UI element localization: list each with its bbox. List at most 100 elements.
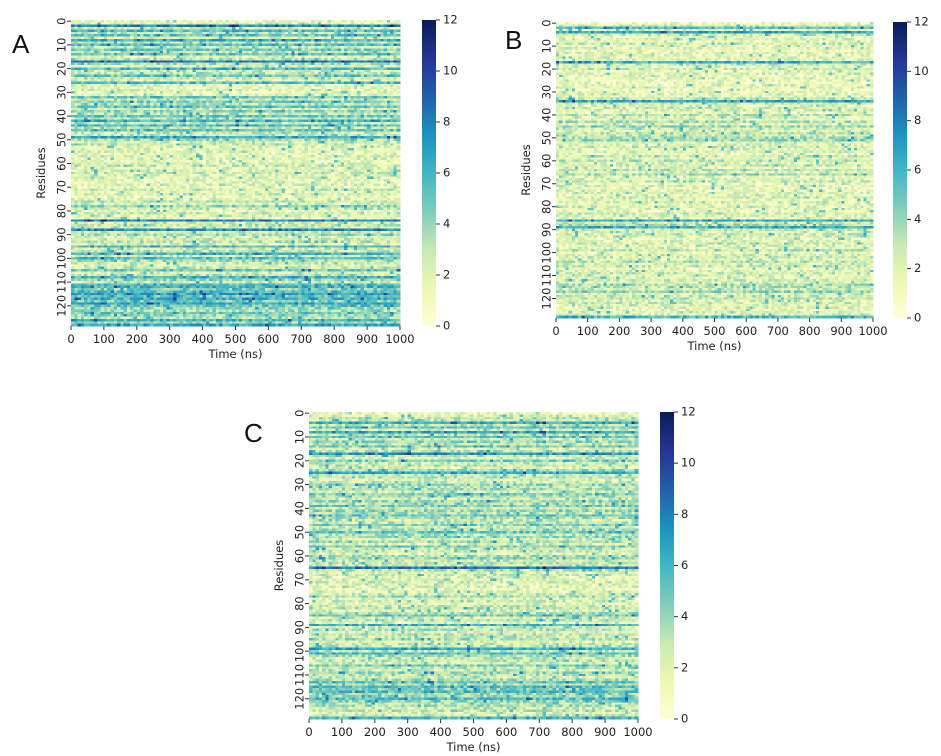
- heatmap-cell: [387, 27, 391, 30]
- heatmap-cell: [272, 46, 276, 49]
- heatmap-cell: [104, 39, 108, 42]
- heatmap-cell: [285, 25, 289, 28]
- heatmap-cell: [377, 46, 381, 49]
- heatmap-cell: [259, 25, 263, 28]
- heatmap-cell: [397, 46, 401, 49]
- heatmap-cell: [189, 32, 193, 35]
- heatmap-cell: [170, 37, 174, 40]
- heatmap-cell: [114, 34, 118, 37]
- heatmap-cell: [189, 20, 193, 23]
- heatmap-cell: [137, 44, 141, 47]
- heatmap-cell: [295, 48, 299, 51]
- heatmap-cell: [272, 32, 276, 35]
- heatmap-cell: [206, 22, 210, 25]
- heatmap-cell: [110, 32, 114, 35]
- heatmap-cell: [321, 20, 325, 23]
- heatmap-cell: [78, 39, 82, 42]
- heatmap-cell: [331, 48, 335, 51]
- heatmap-cell: [186, 39, 190, 42]
- heatmap-cell: [87, 48, 91, 51]
- heatmap-cell: [331, 25, 335, 28]
- heatmap-cell: [291, 22, 295, 25]
- heatmap-cell: [347, 29, 351, 32]
- heatmap-cell: [242, 41, 246, 44]
- heatmap-cell: [97, 25, 101, 28]
- heatmap-cell: [268, 22, 272, 25]
- heatmap-cell: [265, 32, 269, 35]
- heatmap-cell: [337, 44, 341, 47]
- heatmap-cell: [370, 37, 374, 40]
- heatmap-cell: [265, 48, 269, 51]
- heatmap-cell: [278, 44, 282, 47]
- heatmap-cell: [91, 25, 95, 28]
- heatmap-cell: [384, 41, 388, 44]
- heatmap-cell: [147, 25, 151, 28]
- heatmap-cell: [147, 37, 151, 40]
- heatmap-cell: [127, 29, 131, 32]
- heatmap-cell: [110, 29, 114, 32]
- heatmap-cell: [288, 39, 292, 42]
- heatmap-cell: [347, 46, 351, 49]
- heatmap-cell: [384, 34, 388, 37]
- heatmap-cell: [130, 32, 134, 35]
- heatmap-cell: [314, 29, 318, 32]
- heatmap-cell: [377, 37, 381, 40]
- heatmap-cell: [229, 29, 233, 32]
- heatmap-cell: [236, 44, 240, 47]
- heatmap-cell: [387, 25, 391, 28]
- heatmap-cell: [189, 48, 193, 51]
- heatmap-cell: [189, 37, 193, 40]
- heatmap-cell: [212, 44, 216, 47]
- heatmap-cell: [97, 22, 101, 25]
- heatmap-cell: [206, 32, 210, 35]
- heatmap-cell: [114, 29, 118, 32]
- heatmap-cell: [199, 46, 203, 49]
- heatmap-cell: [78, 37, 82, 40]
- heatmap-cell: [268, 41, 272, 44]
- heatmap-cell: [285, 27, 289, 30]
- heatmap-cell: [117, 25, 121, 28]
- heatmap-cell: [150, 25, 154, 28]
- heatmap-cell: [275, 27, 279, 30]
- heatmap-cell: [318, 27, 322, 30]
- heatmap-cell: [255, 41, 259, 44]
- heatmap-cell: [117, 27, 121, 30]
- heatmap-cell: [71, 29, 75, 32]
- heatmap-cell: [173, 29, 177, 32]
- heatmap-cell: [311, 39, 315, 42]
- heatmap-cell: [370, 46, 374, 49]
- heatmap-cell: [173, 44, 177, 47]
- heatmap-cell: [301, 37, 305, 40]
- heatmap-cell: [390, 32, 394, 35]
- heatmap-cell: [259, 32, 263, 35]
- heatmap-cell: [137, 48, 141, 51]
- heatmap-cell: [226, 39, 230, 42]
- heatmap-cell: [130, 41, 134, 44]
- heatmap-cell: [318, 29, 322, 32]
- heatmap-cell: [374, 34, 378, 37]
- heatmap-cell: [259, 22, 263, 25]
- heatmap-cell: [278, 34, 282, 37]
- heatmap-cell: [147, 20, 151, 23]
- heatmap-cell: [311, 37, 315, 40]
- heatmap-cell: [390, 25, 394, 28]
- heatmap-cell: [137, 27, 141, 30]
- heatmap-cell: [101, 20, 105, 23]
- heatmap-cell: [140, 34, 144, 37]
- heatmap-cell: [186, 20, 190, 23]
- heatmap-cell: [212, 25, 216, 28]
- heatmap-cell: [157, 27, 161, 30]
- heatmap-cell: [150, 37, 154, 40]
- heatmap-cell: [74, 25, 78, 28]
- heatmap-cell: [176, 20, 180, 23]
- heatmap-cell: [199, 44, 203, 47]
- heatmap-cell: [384, 22, 388, 25]
- heatmap-cell: [104, 20, 108, 23]
- heatmap-cell: [114, 48, 118, 51]
- heatmap-cell: [216, 25, 220, 28]
- heatmap-cell: [87, 34, 91, 37]
- heatmap-cell: [143, 37, 147, 40]
- heatmap-cell: [354, 46, 358, 49]
- heatmap-cell: [288, 20, 292, 23]
- heatmap-cell: [216, 48, 220, 51]
